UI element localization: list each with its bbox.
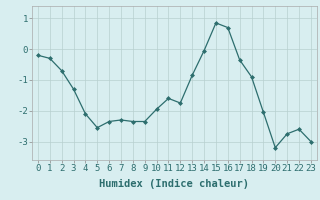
X-axis label: Humidex (Indice chaleur): Humidex (Indice chaleur) <box>100 179 249 189</box>
